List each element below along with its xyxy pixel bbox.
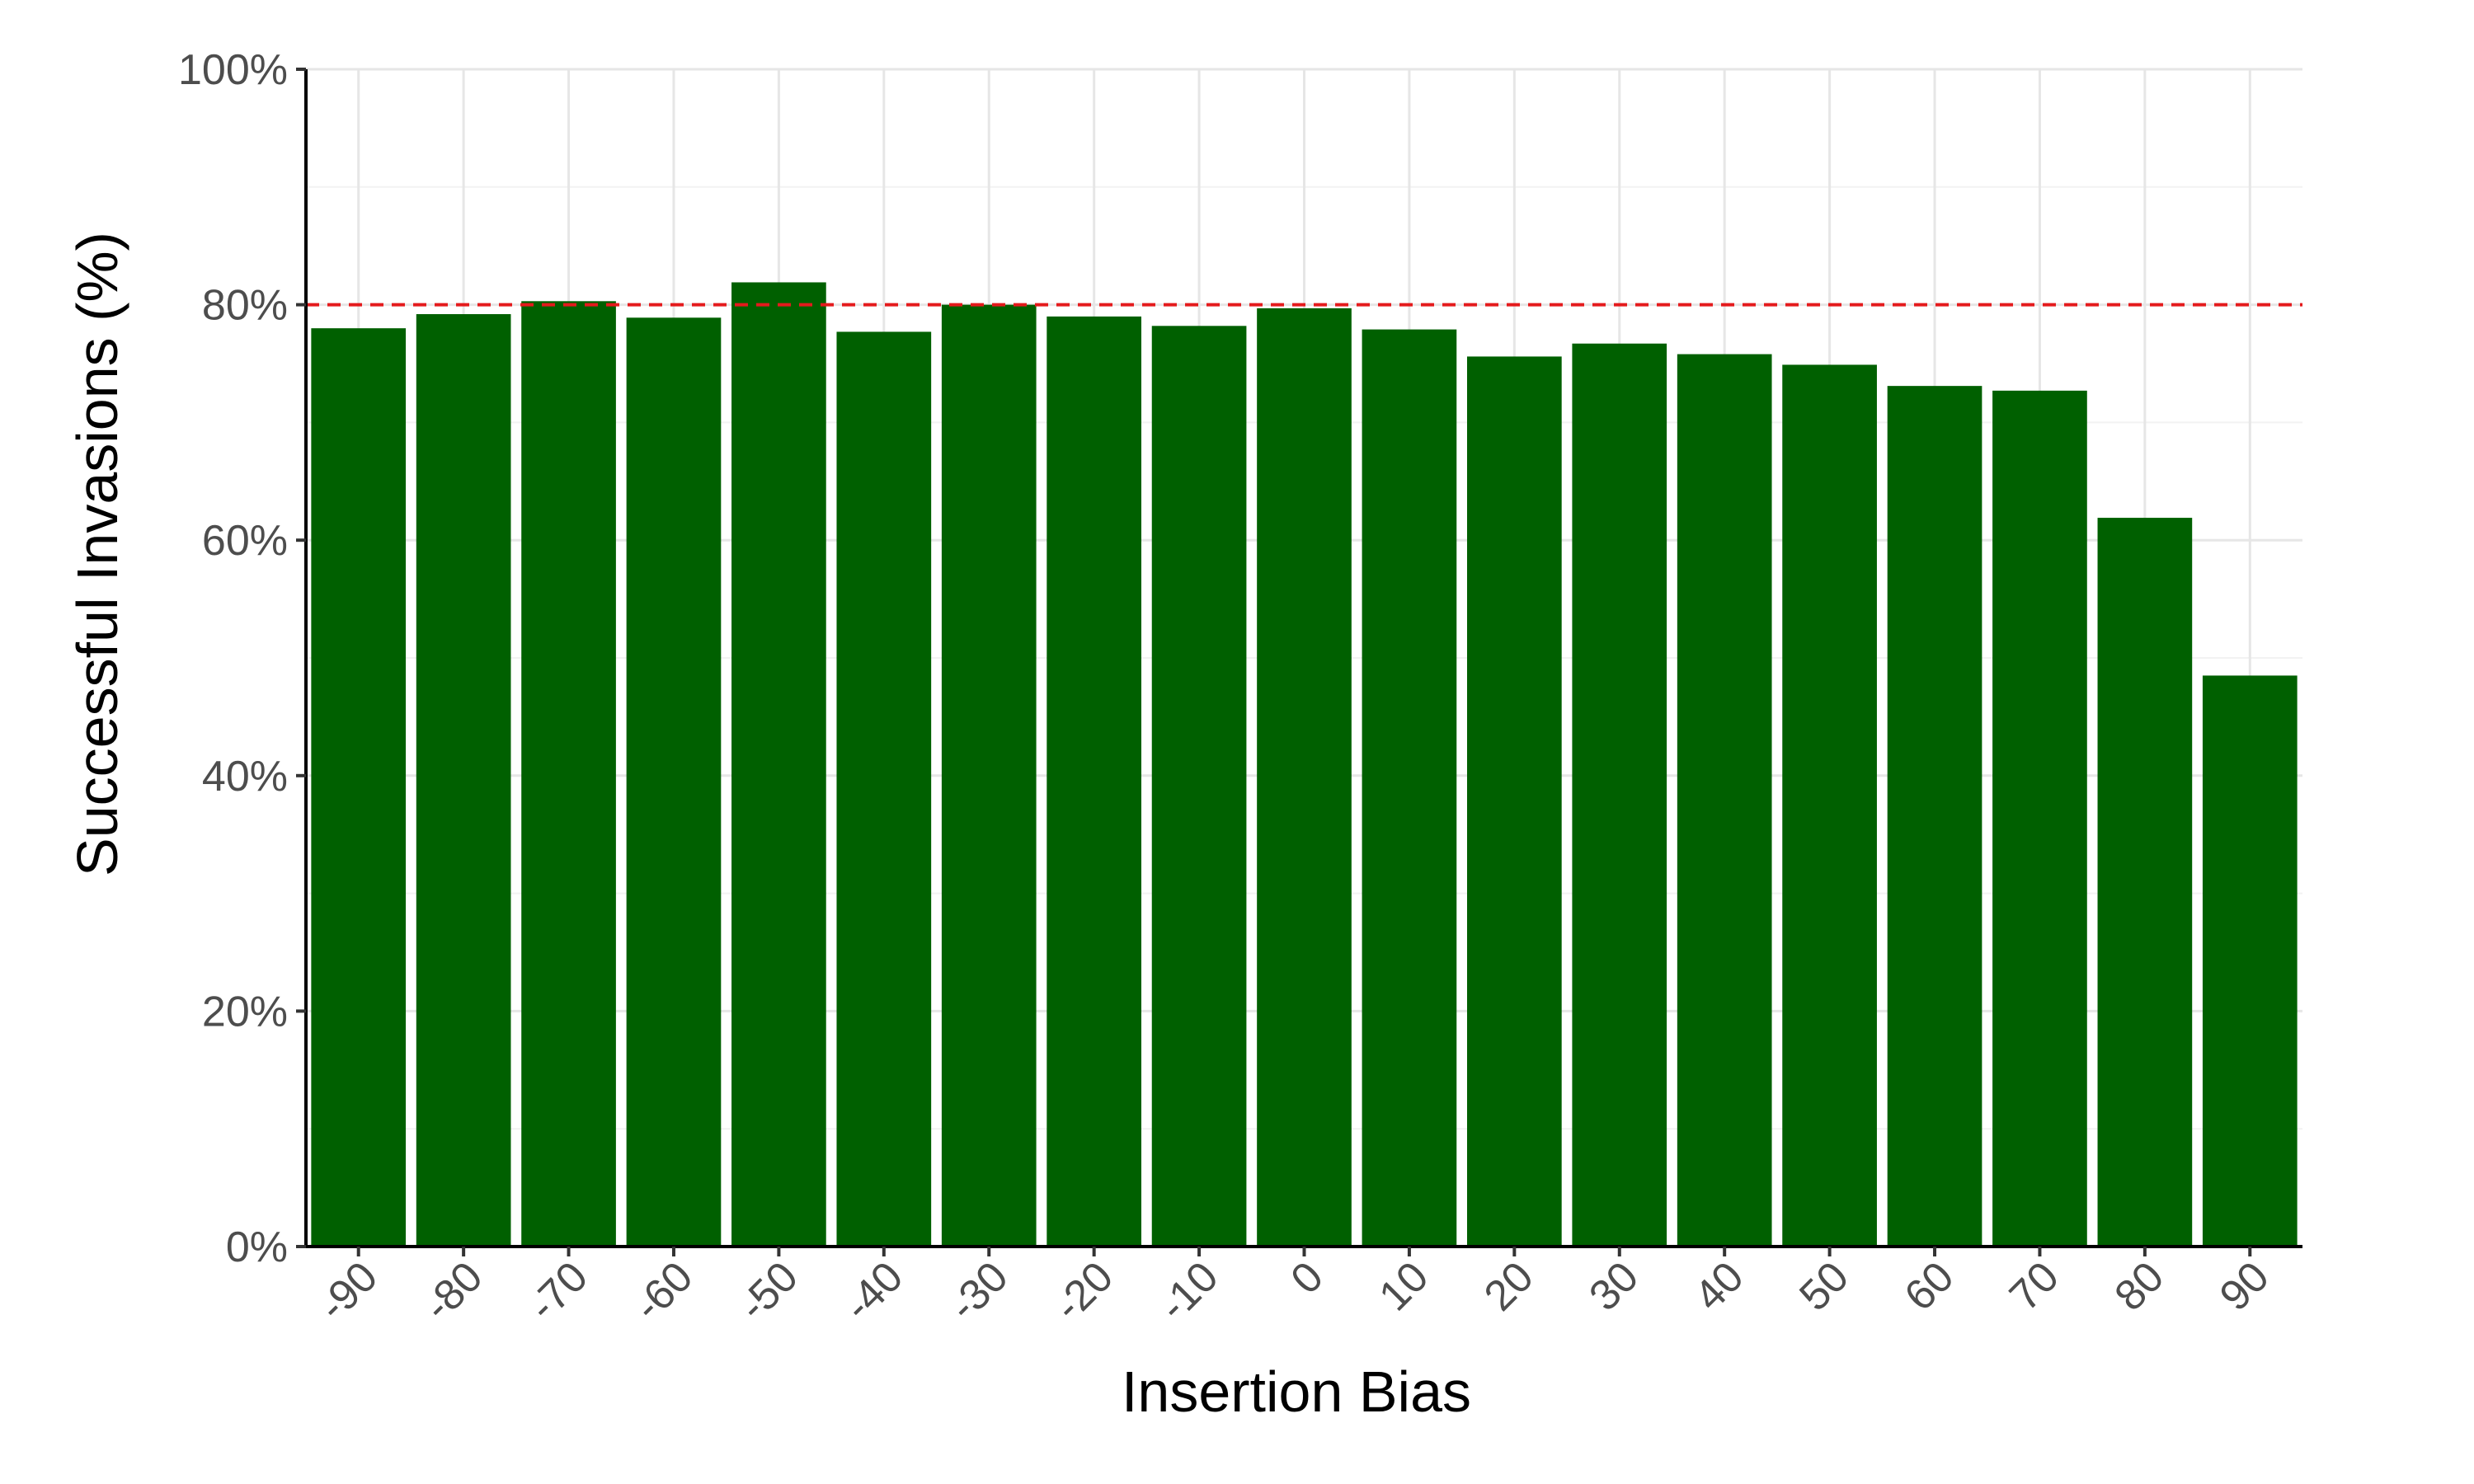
bar [1257, 308, 1352, 1247]
bar [731, 282, 826, 1247]
x-tick-label: 40 [1686, 1252, 1753, 1320]
bar [1362, 329, 1457, 1247]
x-tick-label: 90 [2211, 1252, 2279, 1320]
x-tick-label: -90 [309, 1252, 387, 1330]
x-tick-label: -80 [414, 1252, 492, 1330]
bar [1782, 364, 1877, 1247]
bar [1677, 354, 1772, 1247]
x-tick-label: -60 [624, 1252, 702, 1330]
bar [1151, 326, 1247, 1247]
y-tick-label: 100% [178, 46, 288, 94]
x-tick-label: 80 [2105, 1252, 2173, 1320]
x-tick-label: 0 [1282, 1252, 1333, 1303]
bars [311, 282, 2298, 1247]
bar [941, 304, 1037, 1247]
x-tick-label: 70 [2001, 1252, 2068, 1320]
axes [296, 68, 2302, 1256]
x-tick-label: 20 [1475, 1252, 1543, 1320]
bar [416, 314, 511, 1247]
bar [1887, 386, 1982, 1247]
bar [2202, 675, 2298, 1247]
x-axis-title: Insertion Bias [1122, 1360, 1471, 1424]
bar [311, 328, 407, 1247]
bar [2097, 518, 2193, 1247]
bar [1047, 316, 1141, 1247]
y-tick-label: 40% [202, 753, 288, 801]
y-axis-title: Successful Invasions (%) [65, 232, 129, 876]
bar [626, 317, 722, 1247]
x-tick-label: -20 [1045, 1252, 1122, 1330]
bar [1572, 343, 1667, 1247]
x-tick-label: 50 [1790, 1252, 1858, 1320]
y-tick-label: 80% [202, 282, 288, 330]
x-tick-label: 10 [1370, 1252, 1437, 1320]
x-tick-label: -70 [520, 1252, 597, 1330]
bar [836, 331, 932, 1247]
y-tick-label: 60% [202, 517, 288, 565]
x-tick-label: 60 [1896, 1252, 1964, 1320]
x-tick-label: -40 [835, 1252, 912, 1330]
y-tick-label: 0% [226, 1223, 288, 1271]
x-tick-label: 30 [1580, 1252, 1648, 1320]
bar [1467, 356, 1562, 1247]
x-tick-label: -10 [1150, 1252, 1227, 1330]
bar [521, 301, 616, 1247]
y-tick-label: 20% [202, 988, 288, 1036]
bar [1992, 390, 2087, 1247]
x-tick-label: -50 [730, 1252, 807, 1330]
x-tick-label: -30 [940, 1252, 1018, 1330]
